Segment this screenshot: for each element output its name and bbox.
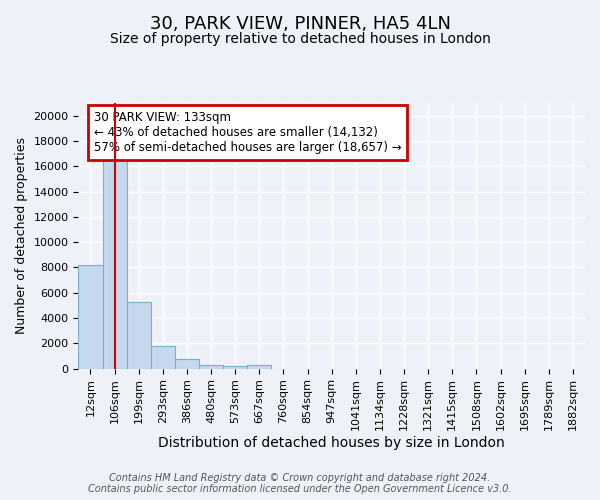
Bar [151,346,175,368]
Bar [79,265,103,368]
Bar [247,365,271,368]
Text: 30, PARK VIEW, PINNER, HA5 4LN: 30, PARK VIEW, PINNER, HA5 4LN [149,15,451,33]
X-axis label: Distribution of detached houses by size in London: Distribution of detached houses by size … [158,436,505,450]
Bar [199,365,223,368]
Bar [127,302,151,368]
Text: Contains HM Land Registry data © Crown copyright and database right 2024.
Contai: Contains HM Land Registry data © Crown c… [88,473,512,494]
Text: 30 PARK VIEW: 133sqm
← 43% of detached houses are smaller (14,132)
57% of semi-d: 30 PARK VIEW: 133sqm ← 43% of detached h… [94,111,401,154]
Y-axis label: Number of detached properties: Number of detached properties [15,138,28,334]
Text: Size of property relative to detached houses in London: Size of property relative to detached ho… [110,32,490,46]
Bar [103,158,127,368]
Bar [175,359,199,368]
Bar [223,366,247,368]
